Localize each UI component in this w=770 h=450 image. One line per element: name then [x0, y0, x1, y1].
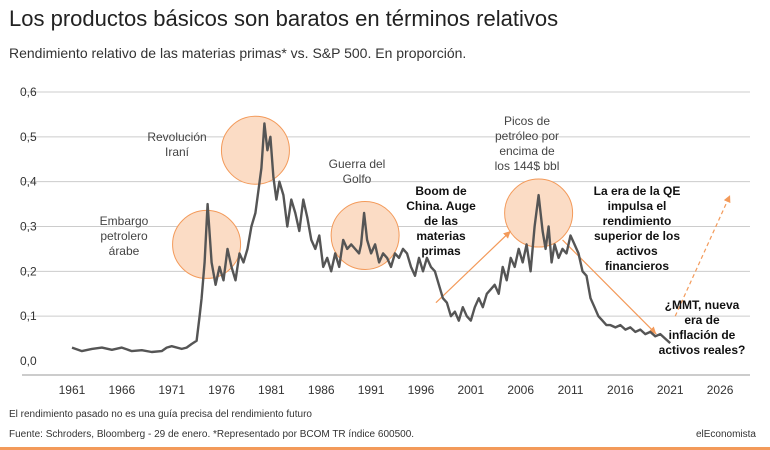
x-tick-layer: 1961 1966 1971 1976 1981 1986 1991 1996 2001 2006…	[59, 383, 734, 397]
y-tick-label: 0,3	[20, 220, 37, 234]
highlight-circle	[220, 115, 290, 185]
x-tick-label: 2021	[657, 383, 684, 397]
x-tick-label: 1991	[358, 383, 385, 397]
y-tick-label: 0,4	[20, 175, 37, 189]
series-line	[71, 122, 672, 354]
x-tick-label: 1996	[408, 383, 435, 397]
x-tick-label: 2026	[707, 383, 734, 397]
source-note: Fuente: Schroders, Bloomberg - 29 de ene…	[9, 429, 415, 440]
annotation-golfo: Guerra del Golfo	[329, 157, 386, 186]
chart: 0,00,10,20,30,40,50,6 1961 1966 1971 1976 19…	[20, 85, 750, 397]
x-tick-label: 2006	[507, 383, 534, 397]
x-tick-label: 1966	[108, 383, 135, 397]
annotation-layer: Embargo petrolero árabe Revolución Iraní Guer…	[100, 114, 746, 357]
x-tick-label: 1976	[208, 383, 235, 397]
x-tick-label: 1971	[158, 383, 185, 397]
mmt-arrow	[674, 194, 731, 317]
x-tick-label: 2011	[558, 383, 584, 397]
y-tick-label: 0,5	[20, 130, 37, 144]
annotation-china: Boom de China. Auge de las materias primas	[406, 184, 476, 258]
chart-subtitle: Rendimiento relativo de las materias pri…	[9, 45, 467, 61]
chart-title: Los productos básicos son baratos en tér…	[9, 6, 559, 31]
y-tick-label: 0,1	[20, 309, 37, 323]
y-tick-label: 0,0	[20, 354, 37, 368]
annotation-picos: Picos de petróleo por encima de los 144$ bb…	[495, 114, 560, 173]
highlight-circles	[172, 115, 574, 279]
footer-accent-bar	[0, 447, 770, 450]
y-tick-layer: 0,0 0,1 0,2 0,3 0,4 0,5 0,6	[20, 85, 37, 368]
highlight-circle	[330, 200, 400, 270]
china-arrow	[435, 230, 512, 304]
disclaimer-note: El rendimiento pasado no es una guía pre…	[9, 409, 312, 420]
annotation-qe: La era de la QE impulsa el rendimiento supe…	[594, 184, 681, 273]
y-tick-label: 0,6	[20, 85, 37, 99]
x-tick-label: 1986	[308, 383, 335, 397]
grid-layer	[22, 91, 750, 376]
annotation-embargo: Embargo petrolero árabe	[100, 214, 149, 258]
annotation-revolucion: Revolución Iraní	[147, 130, 206, 159]
x-tick-label: 2016	[607, 383, 634, 397]
x-tick-label: 2001	[457, 383, 484, 397]
x-tick-label: 1961	[59, 383, 86, 397]
highlight-circle	[504, 178, 574, 248]
x-tick-label: 1981	[258, 383, 285, 397]
annotation-mmt: ¿MMT, nueva era de inflación de activos rea…	[659, 298, 746, 357]
y-tick-label: 0,2	[20, 264, 37, 278]
brand-label: elEconomista	[695, 429, 756, 440]
line-layer	[71, 122, 672, 354]
